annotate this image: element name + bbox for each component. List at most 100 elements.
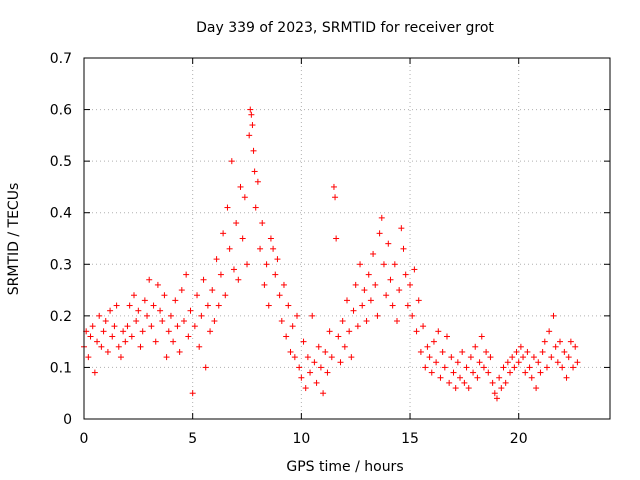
data-point <box>557 338 564 345</box>
data-point <box>480 364 487 371</box>
y-axis-label: SRMTID / TECUs <box>6 183 22 296</box>
data-point <box>137 343 144 350</box>
data-point <box>311 359 318 366</box>
data-point <box>339 318 346 325</box>
data-point <box>135 307 142 314</box>
data-point <box>300 338 307 345</box>
data-point <box>409 312 416 319</box>
data-point <box>407 281 414 288</box>
data-point <box>287 348 294 355</box>
data-point <box>148 323 155 330</box>
data-point <box>559 364 566 371</box>
data-point <box>163 354 170 361</box>
data-point <box>520 354 527 361</box>
data-point <box>459 348 466 355</box>
data-point <box>467 354 474 361</box>
y-tick-label: 0.4 <box>50 206 72 222</box>
data-point <box>270 245 277 252</box>
data-point <box>509 354 516 361</box>
data-point <box>113 302 120 309</box>
data-point <box>396 287 403 294</box>
data-point <box>157 307 164 314</box>
data-point <box>539 348 546 355</box>
data-point <box>415 297 422 304</box>
data-point <box>251 168 258 175</box>
data-point <box>433 359 440 366</box>
data-point <box>404 302 411 309</box>
data-point <box>244 261 251 268</box>
data-point <box>259 220 266 227</box>
data-point <box>402 271 409 278</box>
data-point <box>320 390 327 397</box>
data-point <box>298 374 305 381</box>
data-point <box>344 297 350 304</box>
data-point <box>102 318 109 325</box>
data-point <box>267 235 274 242</box>
data-point <box>228 158 235 165</box>
data-point <box>304 354 311 361</box>
data-point <box>124 323 131 330</box>
y-tick-label: 0 <box>63 412 72 428</box>
data-point <box>278 318 285 325</box>
data-point <box>335 333 342 340</box>
data-point <box>302 385 309 392</box>
data-point <box>337 359 344 366</box>
data-point <box>430 338 437 345</box>
data-point <box>247 106 254 113</box>
data-point <box>354 323 361 330</box>
data-point <box>563 374 570 381</box>
data-point <box>87 333 94 340</box>
data-point <box>400 245 407 252</box>
data-point <box>289 323 296 330</box>
data-point <box>530 354 537 361</box>
data-point <box>380 261 387 268</box>
data-point <box>200 276 207 283</box>
data-point <box>491 390 498 397</box>
chart-title: Day 339 of 2023, SRMTID for receiver gro… <box>196 20 494 36</box>
data-point <box>187 307 194 314</box>
data-point <box>522 369 529 376</box>
data-point <box>457 374 464 381</box>
data-point <box>533 385 540 392</box>
data-point <box>254 178 261 185</box>
data-point <box>507 369 514 376</box>
data-point <box>439 348 446 355</box>
data-point <box>261 281 268 288</box>
data-point <box>330 183 337 190</box>
data-point <box>133 318 140 325</box>
data-point <box>524 348 531 355</box>
data-point <box>191 323 198 330</box>
data-point <box>130 292 137 299</box>
data-point <box>122 338 129 345</box>
data-point <box>515 359 522 366</box>
data-point <box>535 359 542 366</box>
data-point <box>265 302 272 309</box>
x-tick-label: 15 <box>401 431 419 447</box>
data-point <box>189 390 196 397</box>
data-point <box>283 333 290 340</box>
data-point <box>249 122 256 129</box>
data-point <box>565 354 572 361</box>
data-point <box>450 369 457 376</box>
data-point <box>322 348 329 355</box>
data-point <box>372 281 379 288</box>
data-point <box>222 292 229 299</box>
data-point <box>463 364 470 371</box>
data-point <box>552 343 559 350</box>
data-point <box>104 348 111 355</box>
data-point <box>174 323 181 330</box>
data-point <box>543 364 550 371</box>
data-point <box>117 354 124 361</box>
data-point <box>237 183 244 190</box>
y-tick-label: 0.2 <box>50 309 72 325</box>
data-point <box>109 333 116 340</box>
y-tick-label: 0.7 <box>50 51 72 67</box>
data-point <box>357 261 364 268</box>
data-point <box>422 364 429 371</box>
data-point <box>376 230 383 237</box>
data-point <box>472 343 479 350</box>
y-tick-label: 0.3 <box>50 257 72 273</box>
data-point <box>452 385 459 392</box>
data-point <box>498 385 505 392</box>
data-point <box>252 204 259 211</box>
